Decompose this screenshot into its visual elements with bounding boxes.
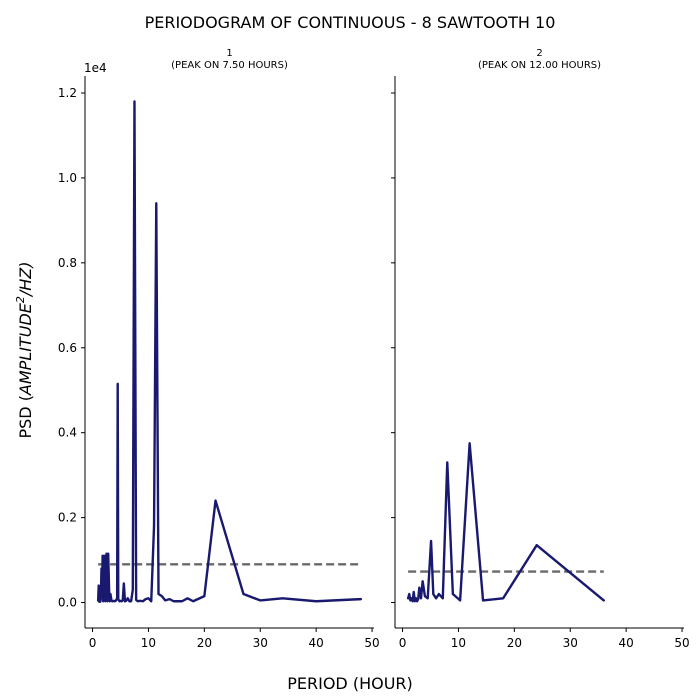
x-tick-label: 30	[253, 636, 268, 650]
y-offset-text: 1e4	[84, 61, 107, 75]
x-tick-label: 40	[619, 636, 634, 650]
panel-title-line2: (PEAK ON 7.50 HOURS)	[171, 60, 288, 71]
y-tick-label: 0.2	[58, 511, 77, 525]
y-tick-label: 0.0	[58, 596, 77, 610]
x-tick-label: 30	[563, 636, 578, 650]
x-tick-label: 50	[364, 636, 379, 650]
x-tick-label: 0	[89, 636, 97, 650]
panel-title-line1: 2	[536, 48, 542, 59]
y-axis-label: PSD (AMPLITUDE2/HZ)	[14, 261, 35, 438]
y-tick-label: 1.0	[58, 171, 77, 185]
y-axis-label-tail: /HZ)	[16, 261, 35, 298]
y-tick-label: 1.2	[58, 86, 77, 100]
y-tick-label: 0.4	[58, 426, 77, 440]
y-axis-label-italic: AMPLITUDE	[16, 302, 35, 396]
figure-suptitle: PERIODOGRAM OF CONTINUOUS - 8 SAWTOOTH 1…	[145, 13, 556, 32]
x-tick-label: 10	[451, 636, 466, 650]
y-tick-label: 0.6	[58, 341, 77, 355]
x-tick-label: 20	[197, 636, 212, 650]
x-tick-label: 40	[309, 636, 324, 650]
panel-title-line1: 1	[226, 48, 232, 59]
panel-1: 1(PEAK ON 7.50 HOURS) 0 10 20 30 40 50 0.0 0.2 0.…	[58, 48, 380, 650]
x-tick-label: 0	[399, 636, 407, 650]
psd-series-line	[406, 442, 605, 603]
panel-2: 2(PEAK ON 12.00 HOURS) 0 10 20 30 40 50	[391, 48, 690, 650]
x-tick-label: 20	[507, 636, 522, 650]
x-tick-label: 10	[141, 636, 156, 650]
psd-series-line	[96, 100, 363, 603]
y-tick-label: 0.8	[58, 256, 77, 270]
y-axis-label-prefix: PSD (	[16, 395, 35, 438]
x-tick-label: 50	[674, 636, 689, 650]
y-axis-label-sup: 2	[14, 296, 27, 303]
x-axis-label: PERIOD (HOUR)	[287, 674, 413, 693]
panel-title-line2: (PEAK ON 12.00 HOURS)	[478, 60, 601, 71]
